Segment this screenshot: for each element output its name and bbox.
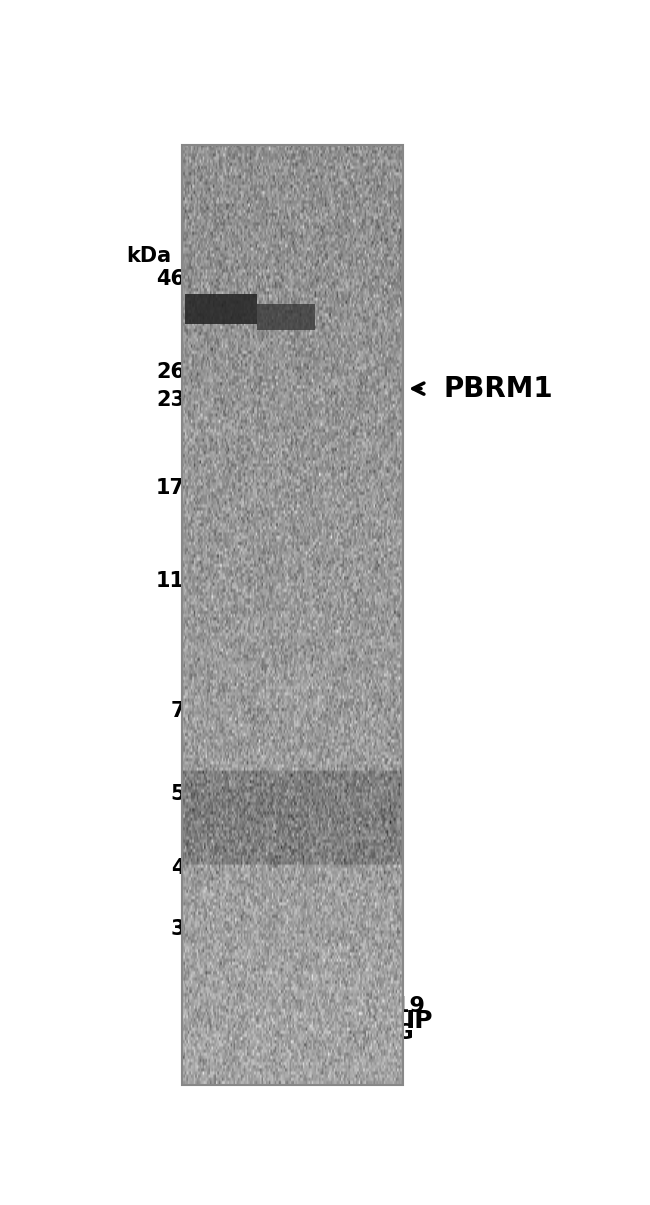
Text: 71: 71 bbox=[171, 700, 200, 721]
Text: 268: 268 bbox=[156, 362, 200, 382]
Text: Ctrl IgG: Ctrl IgG bbox=[318, 1023, 413, 1044]
Bar bbox=[257, 304, 315, 330]
Text: IP: IP bbox=[406, 1010, 434, 1034]
Text: PBRM1: PBRM1 bbox=[444, 375, 554, 402]
Text: A700-019: A700-019 bbox=[306, 995, 426, 1016]
Bar bbox=[185, 294, 257, 324]
Text: 31: 31 bbox=[171, 918, 200, 939]
Text: 171: 171 bbox=[156, 478, 200, 498]
Text: 41: 41 bbox=[171, 858, 200, 878]
Text: 238: 238 bbox=[156, 389, 200, 410]
Text: kDa: kDa bbox=[127, 246, 172, 266]
Text: +: + bbox=[240, 995, 259, 1016]
Text: 117: 117 bbox=[156, 571, 200, 590]
Text: IP/WB: IP/WB bbox=[257, 190, 359, 219]
Text: -: - bbox=[245, 1023, 255, 1044]
Text: +: + bbox=[306, 1023, 325, 1044]
Text: -: - bbox=[311, 995, 320, 1016]
Text: 460: 460 bbox=[156, 269, 200, 289]
Text: 55: 55 bbox=[170, 784, 200, 804]
